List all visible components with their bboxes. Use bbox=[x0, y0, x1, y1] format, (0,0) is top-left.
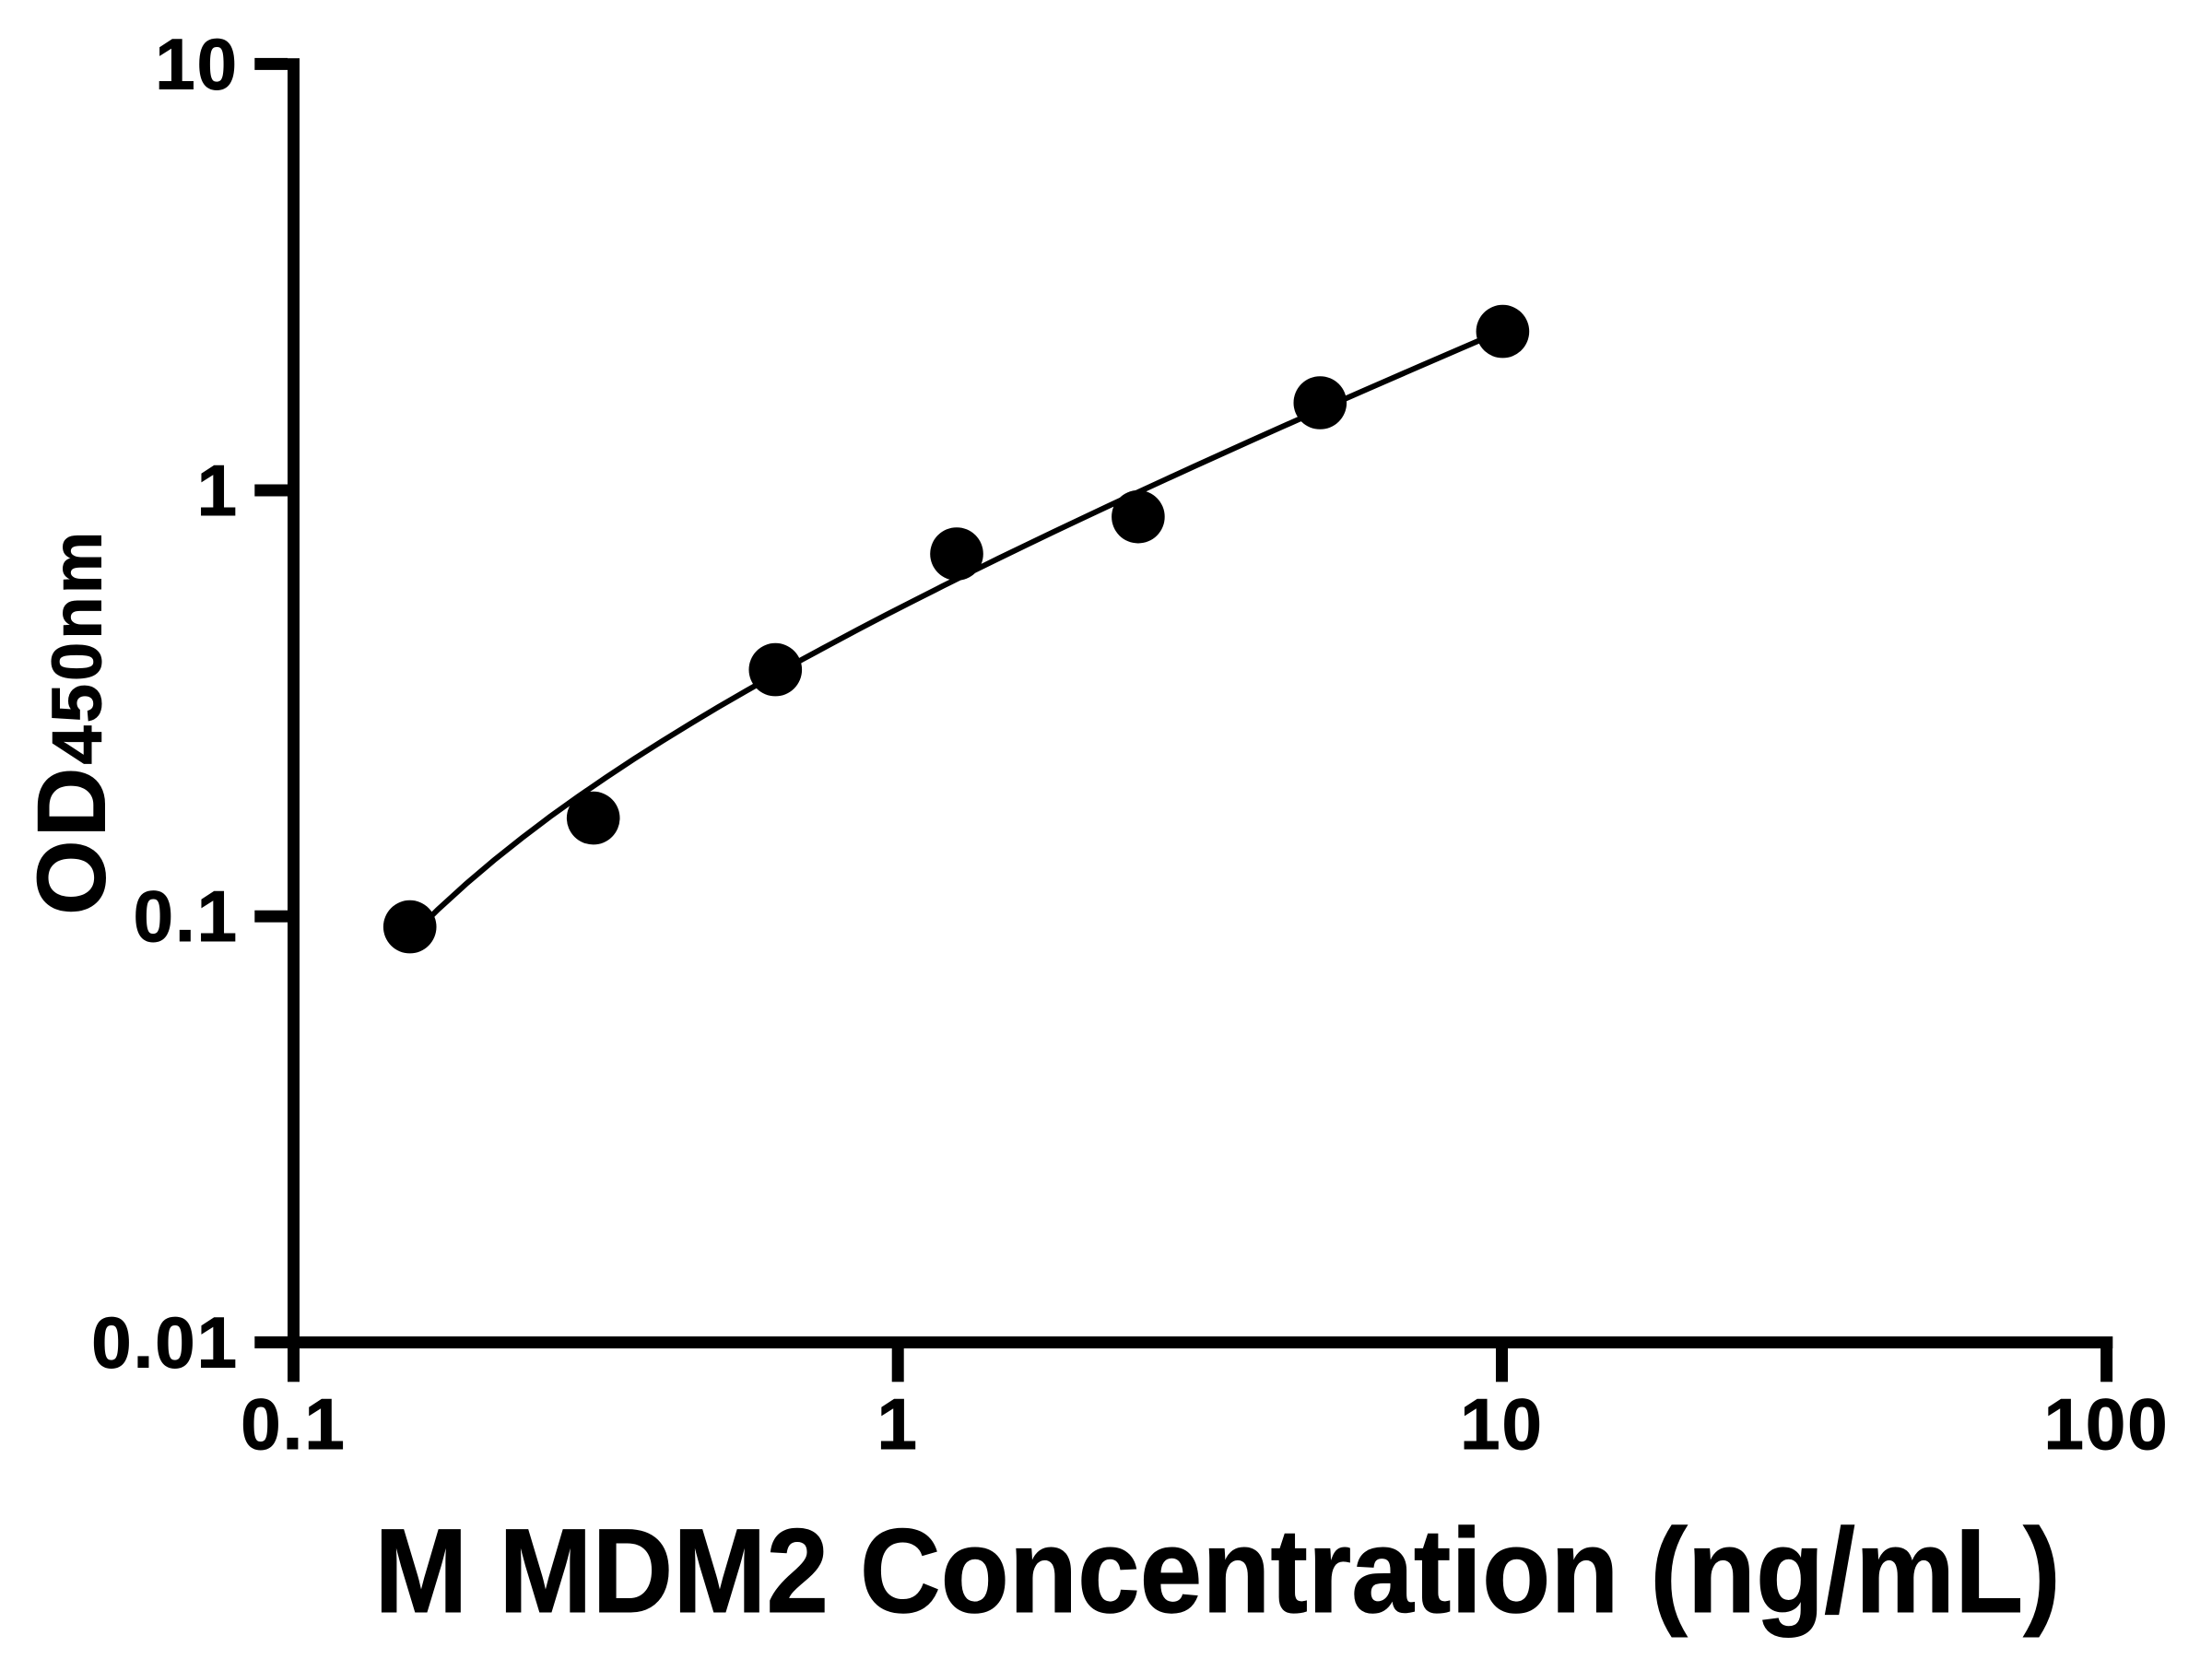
svg-text:0.01: 0.01 bbox=[91, 1301, 239, 1382]
svg-text:OD450nm: OD450nm bbox=[18, 529, 126, 915]
svg-text:M MDM2 Concentration (ng/mL): M MDM2 Concentration (ng/mL) bbox=[374, 1503, 2060, 1638]
svg-text:10: 10 bbox=[155, 23, 239, 104]
svg-text:1: 1 bbox=[197, 450, 239, 531]
svg-text:0.1: 0.1 bbox=[241, 1383, 346, 1465]
svg-text:0.1: 0.1 bbox=[134, 876, 239, 957]
svg-text:10: 10 bbox=[1460, 1383, 1544, 1465]
svg-text:100: 100 bbox=[2044, 1383, 2170, 1465]
svg-text:1: 1 bbox=[877, 1383, 919, 1465]
